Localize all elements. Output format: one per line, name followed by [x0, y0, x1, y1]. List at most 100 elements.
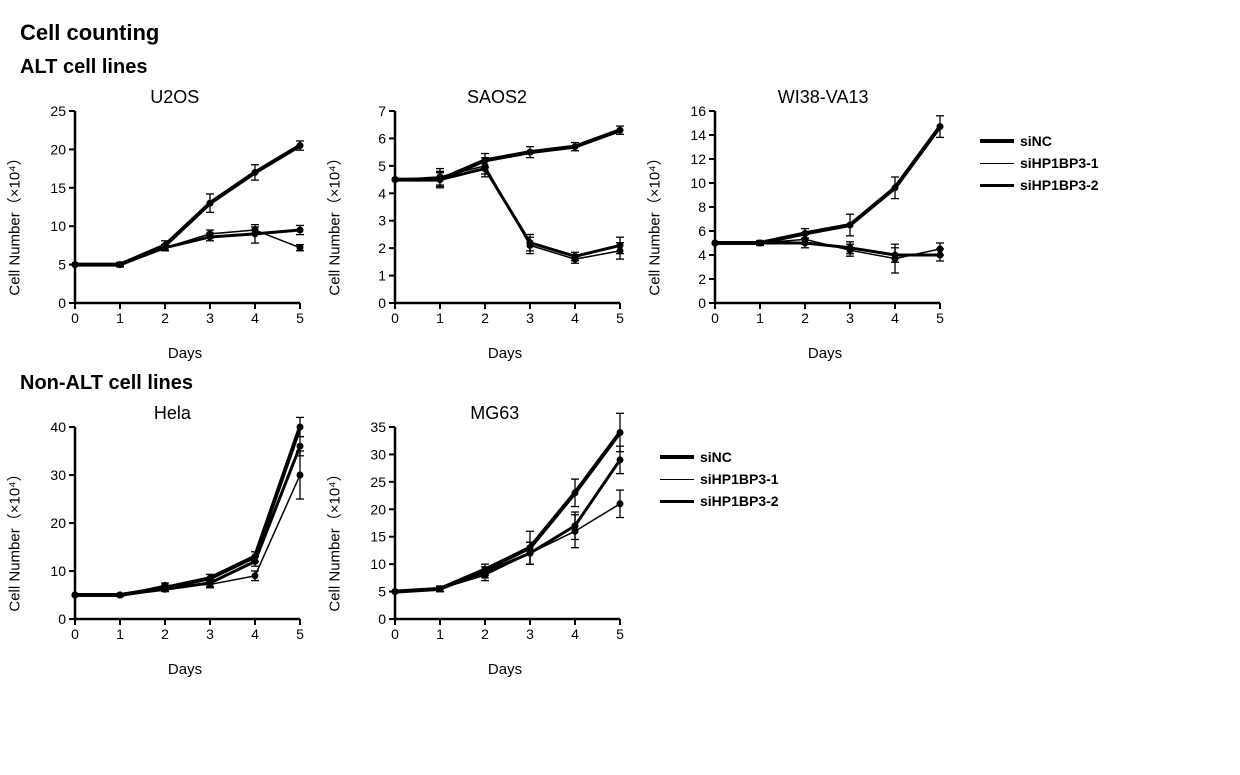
- figure-panel: Cell counting ALT cell lines 05101520250…: [20, 20, 1220, 678]
- svg-text:12: 12: [690, 151, 706, 167]
- svg-text:2: 2: [161, 310, 169, 326]
- svg-text:2: 2: [378, 240, 386, 256]
- row-nonalt: 010203040012345HelaCell Number（×10⁴）Days…: [20, 399, 1220, 678]
- svg-text:3: 3: [206, 626, 214, 642]
- svg-text:4: 4: [891, 310, 899, 326]
- chart-title: U2OS: [150, 87, 199, 108]
- y-axis-label: Cell Number（×10⁴）: [4, 150, 25, 295]
- svg-text:16: 16: [690, 103, 706, 119]
- svg-text:1: 1: [436, 310, 444, 326]
- y-axis-label: Cell Number（×10⁴）: [644, 150, 665, 295]
- svg-text:3: 3: [526, 310, 534, 326]
- chart-svg: 0246810121416012345: [660, 83, 950, 343]
- legend-swatch: [660, 500, 694, 503]
- legend-swatch: [980, 163, 1014, 164]
- legend-item: siNC: [980, 133, 1099, 149]
- svg-text:6: 6: [378, 130, 386, 146]
- svg-text:3: 3: [526, 626, 534, 642]
- svg-text:10: 10: [690, 175, 706, 191]
- legend-item: siHP1BP3-2: [660, 493, 779, 509]
- svg-text:1: 1: [378, 268, 386, 284]
- svg-text:25: 25: [50, 103, 66, 119]
- chart-svg: 0510152025012345: [20, 83, 310, 343]
- chart-svg: 010203040012345: [20, 399, 310, 659]
- svg-text:30: 30: [50, 467, 66, 483]
- svg-text:0: 0: [378, 611, 386, 627]
- legend-item: siNC: [660, 449, 779, 465]
- svg-text:2: 2: [481, 310, 489, 326]
- svg-text:7: 7: [378, 103, 386, 119]
- chart-title: Hela: [154, 403, 191, 424]
- svg-text:1: 1: [756, 310, 764, 326]
- legend-alt: siNC siHP1BP3-1 siHP1BP3-2: [980, 133, 1099, 199]
- svg-text:2: 2: [801, 310, 809, 326]
- svg-text:0: 0: [378, 295, 386, 311]
- svg-text:25: 25: [370, 474, 386, 490]
- chart-saos2: 01234567012345SAOS2Cell Number（×10⁴）Days: [340, 83, 630, 362]
- chart-u2os: 0510152025012345U2OSCell Number（×10⁴）Day…: [20, 83, 310, 362]
- legend-label: siHP1BP3-1: [1020, 155, 1099, 171]
- svg-text:0: 0: [71, 626, 79, 642]
- y-axis-label: Cell Number（×10⁴）: [324, 150, 345, 295]
- chart-title: MG63: [470, 403, 519, 424]
- svg-text:4: 4: [571, 626, 579, 642]
- svg-text:10: 10: [370, 556, 386, 572]
- svg-text:5: 5: [616, 626, 624, 642]
- svg-text:0: 0: [391, 310, 399, 326]
- chart-title: SAOS2: [467, 87, 527, 108]
- svg-text:1: 1: [116, 310, 124, 326]
- svg-text:30: 30: [370, 446, 386, 462]
- svg-text:8: 8: [698, 199, 706, 215]
- svg-text:4: 4: [698, 247, 706, 263]
- chart-wi38: 0246810121416012345WI38-VA13Cell Number（…: [660, 83, 950, 362]
- row-alt: 0510152025012345U2OSCell Number（×10⁴）Day…: [20, 83, 1220, 362]
- svg-text:3: 3: [378, 213, 386, 229]
- legend-item: siHP1BP3-1: [660, 471, 779, 487]
- svg-text:2: 2: [161, 626, 169, 642]
- svg-text:3: 3: [206, 310, 214, 326]
- chart-svg: 01234567012345: [340, 83, 630, 343]
- main-title: Cell counting: [20, 20, 1220, 46]
- svg-text:1: 1: [436, 626, 444, 642]
- svg-text:3: 3: [846, 310, 854, 326]
- x-axis-label: Days: [20, 345, 310, 362]
- svg-text:4: 4: [378, 185, 386, 201]
- section-title-nonalt: Non-ALT cell lines: [20, 372, 1220, 395]
- svg-text:40: 40: [50, 419, 66, 435]
- svg-text:5: 5: [58, 257, 66, 273]
- svg-text:5: 5: [616, 310, 624, 326]
- y-axis-label: Cell Number（×10⁴）: [324, 466, 345, 611]
- svg-text:20: 20: [50, 141, 66, 157]
- svg-text:6: 6: [698, 223, 706, 239]
- svg-text:5: 5: [936, 310, 944, 326]
- legend-swatch: [980, 139, 1014, 143]
- legend-label: siHP1BP3-2: [1020, 177, 1099, 193]
- svg-text:35: 35: [370, 419, 386, 435]
- svg-text:5: 5: [296, 310, 304, 326]
- svg-text:10: 10: [50, 563, 66, 579]
- legend-item: siHP1BP3-1: [980, 155, 1099, 171]
- legend-swatch: [660, 479, 694, 480]
- legend-nonalt: siNC siHP1BP3-1 siHP1BP3-2: [660, 449, 779, 515]
- svg-text:4: 4: [251, 310, 259, 326]
- svg-text:20: 20: [370, 501, 386, 517]
- svg-text:14: 14: [690, 127, 706, 143]
- legend-label: siNC: [700, 449, 732, 465]
- svg-text:5: 5: [296, 626, 304, 642]
- section-title-alt: ALT cell lines: [20, 56, 1220, 79]
- svg-text:5: 5: [378, 158, 386, 174]
- svg-text:0: 0: [711, 310, 719, 326]
- legend-swatch: [660, 455, 694, 459]
- svg-text:0: 0: [58, 295, 66, 311]
- svg-text:0: 0: [71, 310, 79, 326]
- chart-title: WI38-VA13: [778, 87, 869, 108]
- legend-label: siNC: [1020, 133, 1052, 149]
- svg-text:5: 5: [378, 584, 386, 600]
- legend-swatch: [980, 184, 1014, 187]
- svg-text:0: 0: [391, 626, 399, 642]
- svg-text:15: 15: [370, 529, 386, 545]
- chart-svg: 05101520253035012345: [340, 399, 630, 659]
- svg-text:15: 15: [50, 180, 66, 196]
- chart-hela: 010203040012345HelaCell Number（×10⁴）Days: [20, 399, 310, 678]
- y-axis-label: Cell Number（×10⁴）: [4, 466, 25, 611]
